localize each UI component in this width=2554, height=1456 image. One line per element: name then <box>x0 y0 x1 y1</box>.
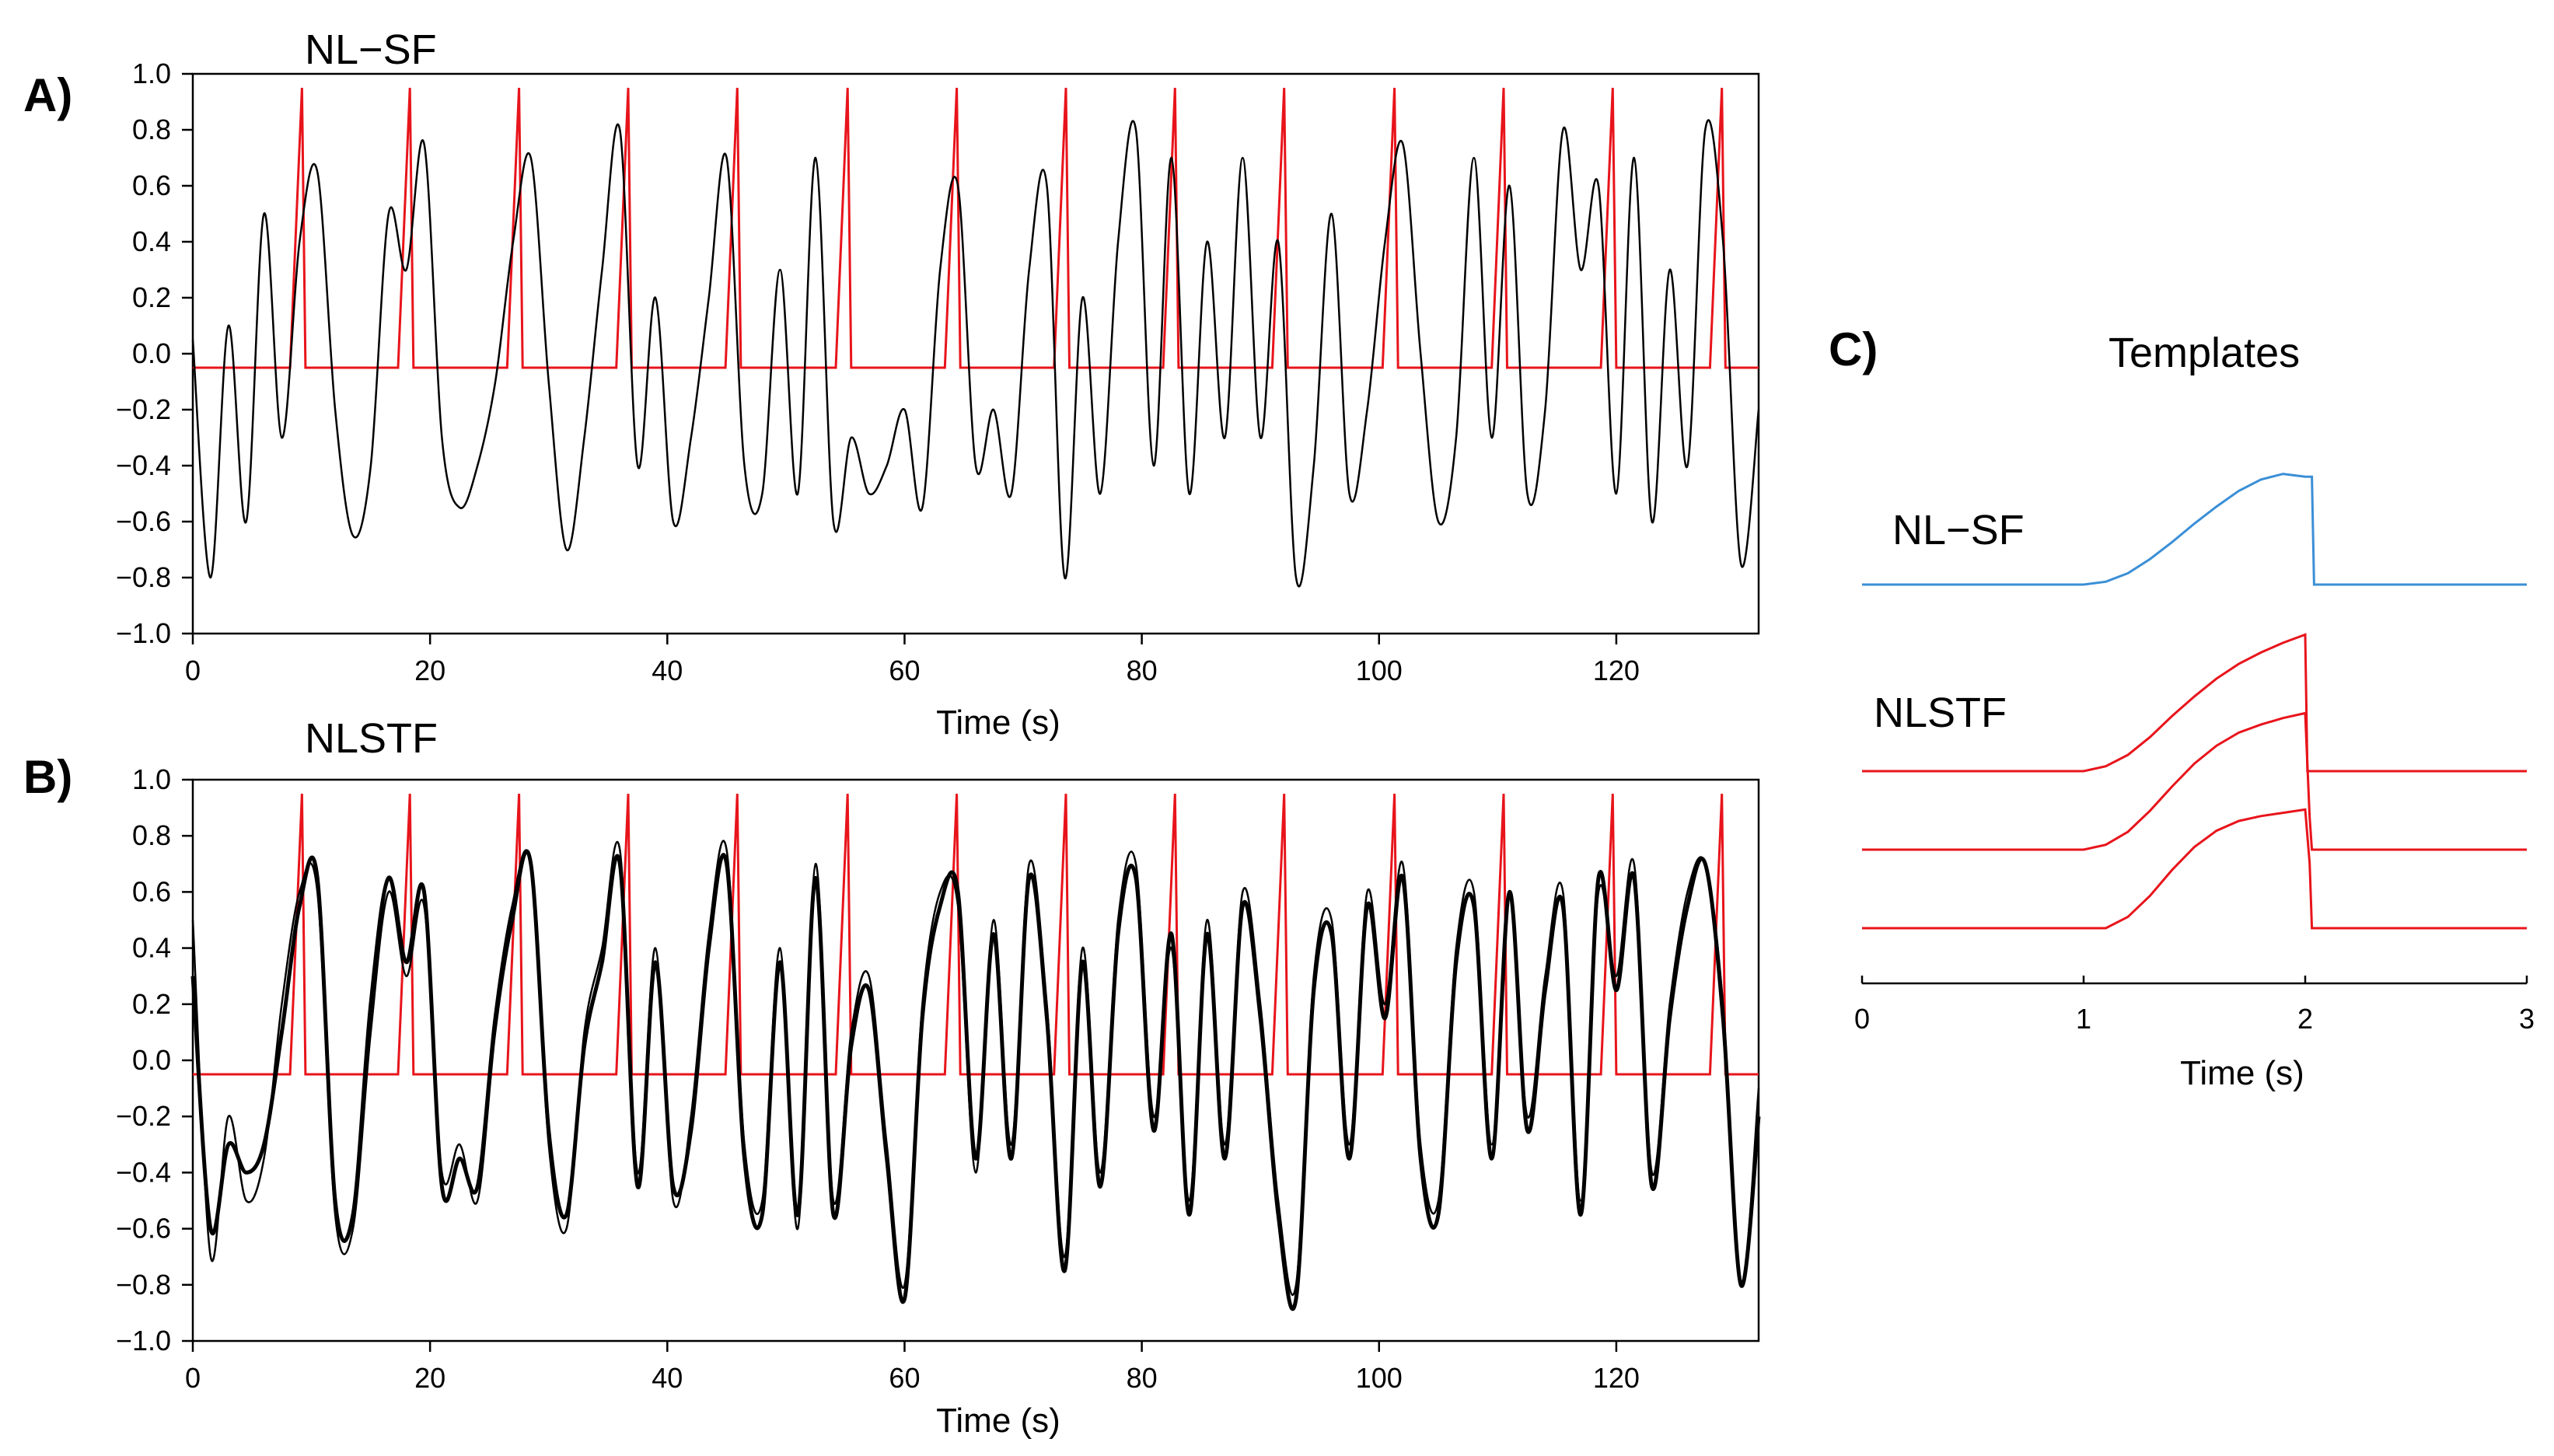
panel-c-x-axis: 0 1 2 3 <box>1854 976 2535 1035</box>
x-tick-label: 80 <box>1127 1362 1158 1394</box>
panel-c: C) Templates NL−SF NLSTF 0 1 2 3 Time (s) <box>1829 323 2535 1092</box>
x-tick-label: 0 <box>185 1362 201 1394</box>
panel-b-y-axis: 1.0 0.8 0.6 0.4 0.2 0.0 −0.2 −0.4 −0.6 −0.8 −1.0 <box>116 763 193 1356</box>
panel-a: A) NL−SF 1.0 0.8 0.6 0.4 0.2 0.0 −0.2 −0.4 −0.6 −… <box>23 26 1760 742</box>
signal-series-line <box>191 119 1760 588</box>
template-nlsf-curve <box>1862 473 2527 586</box>
panel-c-x-label: Time (s) <box>2180 1054 2304 1092</box>
x-tick-label: 60 <box>889 655 920 686</box>
x-tick-label: 60 <box>889 1362 920 1394</box>
x-tick-label: 0 <box>1854 1003 1870 1035</box>
y-tick-label: 0.0 <box>132 1044 171 1076</box>
panel-a-letter: A) <box>23 69 72 121</box>
y-tick-label: −0.4 <box>116 449 171 481</box>
panel-c-title: Templates <box>2109 330 2300 376</box>
x-tick-label: 3 <box>2519 1003 2535 1035</box>
panel-b-title: NLSTF <box>305 715 438 762</box>
panel-b-series <box>190 794 1761 1311</box>
x-tick-label: 2 <box>2297 1003 2313 1035</box>
y-tick-label: 0.0 <box>132 337 171 369</box>
x-tick-label: 1 <box>2076 1003 2091 1035</box>
template-nlstf-curve <box>1862 808 2527 930</box>
y-tick-label: 0.2 <box>132 281 171 313</box>
y-tick-label: 0.8 <box>132 113 171 145</box>
x-tick-label: 0 <box>185 655 201 686</box>
x-tick-label: 40 <box>652 1362 683 1394</box>
x-tick-label: 100 <box>1356 1362 1403 1394</box>
y-tick-label: −0.2 <box>116 1100 171 1132</box>
panel-b: B) NLSTF 1.0 0.8 0.6 0.4 0.2 0.0 −0.2 −0.4 −0.6 −… <box>23 715 1761 1440</box>
stimulus-pulse-series <box>193 87 1759 369</box>
panel-a-x-axis: 0 20 40 60 80 100 120 <box>185 634 1640 686</box>
panel-c-letter: C) <box>1829 323 1878 375</box>
template-nlstf-curve <box>1862 633 2527 773</box>
panel-c-series <box>1862 473 2527 930</box>
x-tick-label: 40 <box>652 655 683 686</box>
y-tick-label: −1.0 <box>116 1325 171 1356</box>
y-tick-label: −0.6 <box>116 1213 171 1245</box>
y-tick-label: −0.8 <box>116 1269 171 1301</box>
template-nlstf-curve <box>1862 711 2527 851</box>
y-tick-label: 0.2 <box>132 988 171 1020</box>
y-tick-label: −0.6 <box>116 505 171 537</box>
x-tick-label: 80 <box>1127 655 1158 686</box>
fit-series-line <box>190 849 1761 1311</box>
x-tick-label: 120 <box>1593 655 1640 686</box>
panel-a-x-label: Time (s) <box>936 704 1060 742</box>
y-tick-label: 0.4 <box>132 225 171 257</box>
y-tick-label: −1.0 <box>116 617 171 649</box>
y-tick-label: 1.0 <box>132 58 171 89</box>
panel-a-y-axis: 1.0 0.8 0.6 0.4 0.2 0.0 −0.2 −0.4 −0.6 −0.8 −1.0 <box>116 58 193 649</box>
panel-b-x-axis: 0 20 40 60 80 100 120 <box>185 1341 1640 1394</box>
y-tick-label: −0.8 <box>116 561 171 593</box>
x-tick-label: 20 <box>414 1362 445 1394</box>
panel-b-letter: B) <box>23 751 72 803</box>
panel-a-series <box>191 87 1760 588</box>
y-tick-label: 0.8 <box>132 819 171 851</box>
y-tick-label: 0.4 <box>132 932 171 964</box>
y-tick-label: 0.6 <box>132 875 171 907</box>
panel-b-plot-frame <box>191 778 1760 1343</box>
y-tick-label: −0.4 <box>116 1156 171 1188</box>
panel-c-nlsf-label: NL−SF <box>1892 507 2025 553</box>
panel-b-x-label: Time (s) <box>936 1402 1060 1440</box>
panel-a-title: NL−SF <box>305 26 437 73</box>
y-tick-label: 1.0 <box>132 763 171 795</box>
x-tick-label: 100 <box>1356 655 1403 686</box>
panel-a-plot-frame <box>191 72 1760 635</box>
panel-c-nlstf-label: NLSTF <box>1874 690 2007 736</box>
stimulus-pulse-series <box>193 794 1759 1076</box>
y-tick-label: −0.2 <box>116 393 171 425</box>
y-tick-label: 0.6 <box>132 169 171 201</box>
x-tick-label: 20 <box>414 655 445 686</box>
x-tick-label: 120 <box>1593 1362 1640 1394</box>
